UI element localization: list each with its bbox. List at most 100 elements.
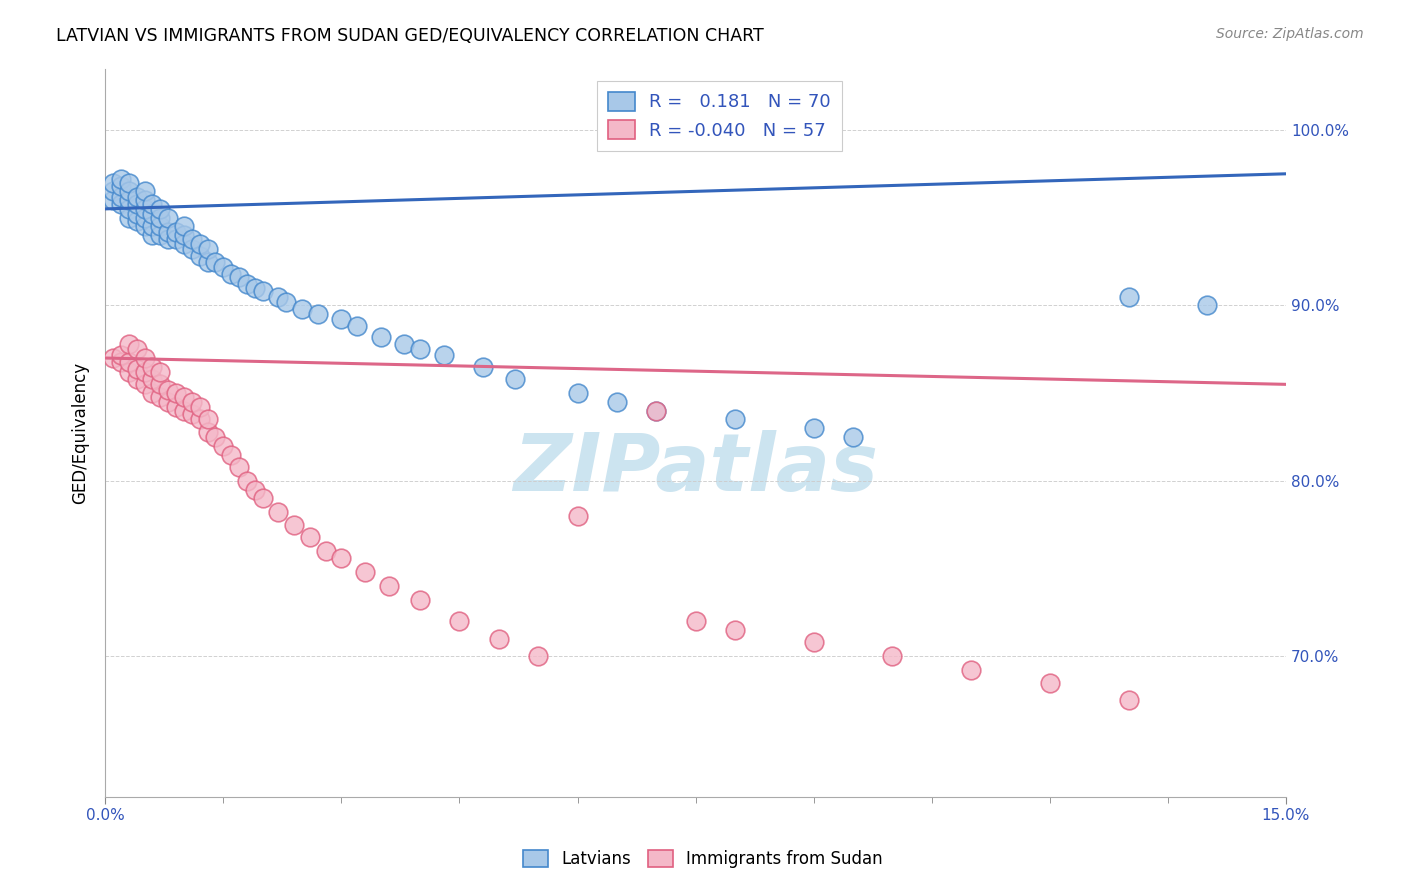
Point	[645, 403, 668, 417]
Point	[243, 483, 266, 497]
Point	[409, 343, 432, 357]
Point	[125, 196, 148, 211]
Point	[134, 377, 156, 392]
Point	[118, 202, 141, 216]
Point	[606, 395, 628, 409]
Point	[197, 254, 219, 268]
Point	[118, 185, 141, 199]
Point	[803, 421, 825, 435]
Y-axis label: GED/Equivalency: GED/Equivalency	[72, 361, 89, 504]
Point	[165, 225, 187, 239]
Point	[567, 508, 589, 523]
Point	[141, 207, 163, 221]
Point	[118, 365, 141, 379]
Point	[488, 632, 510, 646]
Text: Source: ZipAtlas.com: Source: ZipAtlas.com	[1216, 27, 1364, 41]
Point	[567, 386, 589, 401]
Point	[101, 193, 124, 207]
Point	[149, 202, 172, 216]
Point	[134, 202, 156, 216]
Point	[125, 189, 148, 203]
Point	[141, 219, 163, 234]
Point	[197, 425, 219, 439]
Point	[118, 354, 141, 368]
Point	[1197, 298, 1219, 312]
Point	[204, 254, 226, 268]
Point	[219, 448, 242, 462]
Point	[882, 649, 904, 664]
Point	[173, 390, 195, 404]
Point	[219, 267, 242, 281]
Point	[1118, 693, 1140, 707]
Point	[149, 228, 172, 243]
Point	[197, 242, 219, 256]
Point	[685, 614, 707, 628]
Point	[141, 386, 163, 401]
Point	[118, 176, 141, 190]
Point	[180, 242, 202, 256]
Point	[330, 551, 353, 566]
Point	[134, 219, 156, 234]
Point	[212, 260, 235, 274]
Text: ZIPatlas: ZIPatlas	[513, 430, 879, 508]
Point	[125, 214, 148, 228]
Point	[134, 185, 156, 199]
Point	[236, 474, 259, 488]
Point	[157, 211, 180, 225]
Point	[188, 249, 211, 263]
Point	[149, 211, 172, 225]
Point	[180, 395, 202, 409]
Point	[188, 400, 211, 414]
Point	[724, 412, 747, 426]
Point	[188, 237, 211, 252]
Point	[645, 403, 668, 417]
Point	[165, 400, 187, 414]
Legend: Latvians, Immigrants from Sudan: Latvians, Immigrants from Sudan	[516, 843, 890, 875]
Point	[110, 196, 132, 211]
Point	[267, 505, 290, 519]
Point	[188, 412, 211, 426]
Point	[118, 211, 141, 225]
Point	[173, 228, 195, 243]
Point	[134, 193, 156, 207]
Point	[110, 347, 132, 361]
Point	[298, 530, 321, 544]
Point	[110, 172, 132, 186]
Point	[267, 290, 290, 304]
Point	[165, 232, 187, 246]
Point	[141, 196, 163, 211]
Point	[134, 211, 156, 225]
Point	[960, 664, 983, 678]
Point	[197, 412, 219, 426]
Point	[180, 232, 202, 246]
Point	[283, 517, 305, 532]
Point	[157, 395, 180, 409]
Point	[236, 277, 259, 292]
Point	[409, 593, 432, 607]
Point	[472, 359, 495, 374]
Point	[141, 372, 163, 386]
Point	[449, 614, 471, 628]
Point	[243, 281, 266, 295]
Point	[149, 365, 172, 379]
Point	[228, 270, 250, 285]
Point	[724, 623, 747, 637]
Point	[134, 365, 156, 379]
Point	[212, 439, 235, 453]
Point	[370, 330, 392, 344]
Point	[125, 343, 148, 357]
Point	[276, 294, 298, 309]
Point	[141, 359, 163, 374]
Point	[394, 337, 416, 351]
Point	[118, 337, 141, 351]
Point	[125, 361, 148, 376]
Point	[101, 351, 124, 365]
Point	[149, 219, 172, 234]
Point	[165, 386, 187, 401]
Point	[180, 407, 202, 421]
Point	[291, 301, 314, 316]
Point	[101, 176, 124, 190]
Point	[157, 232, 180, 246]
Point	[110, 189, 132, 203]
Point	[433, 347, 456, 361]
